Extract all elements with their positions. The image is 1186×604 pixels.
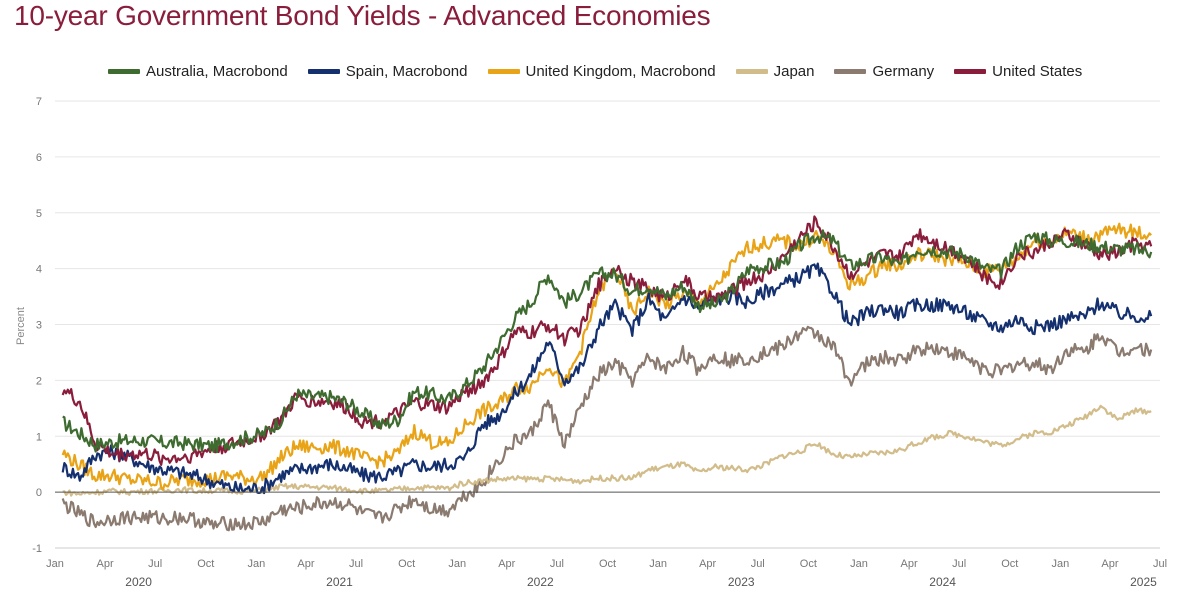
legend-swatch	[307, 69, 340, 74]
x-year-label: 2024	[929, 575, 956, 589]
y-tick-label: 1	[36, 431, 42, 443]
y-tick-label: -1	[32, 543, 42, 555]
x-tick-label: Jan	[448, 558, 466, 570]
legend-label: United States	[992, 63, 1083, 80]
x-tick-label: Jan	[1052, 558, 1070, 570]
x-axis: Jan Apr Jul Oct Jan Apr Jul Oct Jan Apr Jul Oct Jan A…	[46, 547, 1167, 589]
legend-item: United Kingdom, Macrobond	[487, 63, 716, 80]
x-tick-label: Oct	[599, 558, 616, 570]
legend-item: Spain, Macrobond	[307, 63, 468, 80]
y-axis: -1 0 1 2 3 4 5 6 7	[32, 96, 42, 555]
legend-label: Japan	[773, 63, 815, 80]
x-year-label: 2025	[1130, 575, 1157, 589]
x-tick-label: Jul	[952, 558, 966, 570]
legend-item: Germany	[834, 63, 934, 80]
legend-item: Japan	[735, 63, 815, 80]
x-tick-label: Jul	[550, 558, 564, 570]
x-year-label: 2023	[728, 575, 755, 589]
x-tick-label: Jul	[1153, 558, 1167, 570]
x-year-label: 2021	[326, 575, 353, 589]
legend-label: Germany	[872, 63, 935, 80]
legend-swatch	[735, 69, 768, 74]
x-tick-label: Apr	[699, 558, 716, 570]
x-tick-label: Jul	[148, 558, 162, 570]
series-line	[61, 262, 1153, 495]
y-tick-label: 3	[36, 320, 42, 332]
legend-label: Australia, Macrobond	[146, 63, 288, 80]
legend-item: Australia, Macrobond	[108, 63, 288, 80]
x-tick-label: Apr	[1101, 558, 1118, 570]
x-tick-label: Oct	[1001, 558, 1018, 570]
x-tick-label: Jan	[850, 558, 868, 570]
legend-swatch	[834, 69, 867, 74]
y-tick-label: 7	[36, 96, 42, 108]
y-tick-label: 6	[36, 152, 42, 164]
y-tick-label: 0	[36, 487, 42, 499]
legend-swatch	[108, 69, 140, 74]
series-line	[61, 325, 1153, 532]
x-year-label: 2020	[125, 575, 152, 589]
legend-swatch	[487, 69, 520, 74]
x-tick-label: Jul	[751, 558, 765, 570]
x-tick-label: Jul	[349, 558, 363, 570]
y-tick-label: 4	[36, 264, 42, 276]
x-tick-label: Oct	[800, 558, 817, 570]
series-line	[62, 229, 1153, 454]
legend-item: United States	[954, 63, 1082, 80]
x-tick-label: Jan	[248, 558, 266, 570]
y-axis-label: Percent	[15, 307, 27, 345]
gridlines	[55, 100, 1160, 549]
x-tick-label: Apr	[297, 558, 314, 570]
x-tick-label: Oct	[398, 558, 415, 570]
x-tick-label: Jan	[649, 558, 667, 570]
legend-label: United Kingdom, Macrobond	[525, 63, 716, 80]
x-tick-label: Apr	[97, 558, 114, 570]
legend-swatch	[954, 69, 987, 74]
y-tick-label: 5	[36, 208, 42, 220]
x-tick-label: Jan	[46, 558, 64, 570]
y-tick-label: 2	[36, 375, 42, 387]
x-tick-label: Apr	[498, 558, 515, 570]
series-lines	[61, 215, 1153, 532]
x-tick-label: Oct	[197, 558, 214, 570]
x-tick-label: Apr	[901, 558, 918, 570]
x-year-label: 2022	[527, 575, 554, 589]
series-line	[61, 215, 1153, 466]
chart-legend: Australia, Macrobond Spain, Macrobond Unit…	[108, 63, 1102, 80]
legend-label: Spain, Macrobond	[345, 63, 468, 80]
chart-title: 10-year Government Bond Yields - Advance…	[14, 0, 711, 31]
